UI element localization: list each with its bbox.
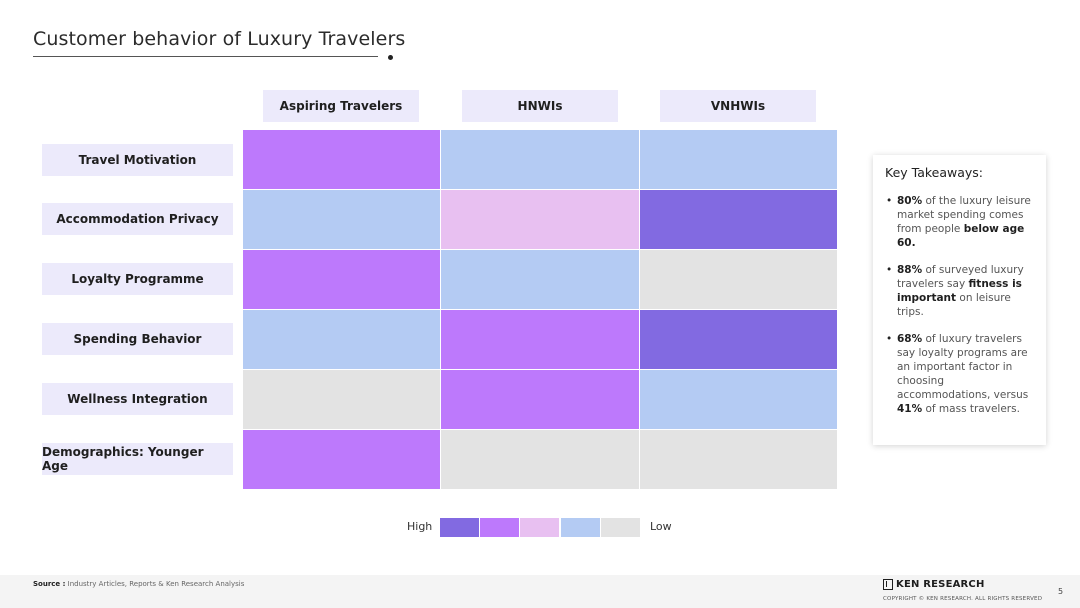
heatmap-cell (441, 310, 639, 369)
takeaway-highlight: fitness is important (897, 278, 1022, 304)
legend-swatch-level-2 (480, 518, 519, 537)
brand-name: KEN RESEARCH (896, 579, 985, 590)
takeaway-highlight: 88% (897, 264, 923, 276)
legend-swatch-level-4 (561, 518, 600, 537)
source-label: Source : (33, 580, 66, 588)
takeaway-item: 88% of surveyed luxury travelers say fit… (885, 263, 1034, 319)
heatmap-cell (640, 130, 837, 189)
takeaway-text: of luxury travelers say loyalty programs… (897, 333, 1029, 401)
heatmap-grid (243, 130, 837, 490)
takeaway-item: 80% of the luxury leisure market spendin… (885, 194, 1034, 250)
heatmap-cell (441, 190, 639, 249)
takeaway-highlight: below age 60. (897, 223, 1025, 249)
heatmap-cell (243, 310, 440, 369)
brand-logo: KEN RESEARCH (883, 579, 985, 590)
heatmap-cell (441, 250, 639, 309)
source-note: Source : Industry Articles, Reports & Ke… (33, 580, 244, 588)
takeaway-text: of mass travelers. (922, 403, 1020, 415)
row-label-spending-behavior: Spending Behavior (42, 323, 233, 355)
heatmap-cell (243, 370, 440, 429)
legend-swatch-level-1 (440, 518, 479, 537)
row-label-accommodation-privacy: Accommodation Privacy (42, 203, 233, 235)
heatmap-cell (243, 250, 440, 309)
legend-swatch-level-5 (601, 518, 640, 537)
heatmap-cell (243, 130, 440, 189)
row-label-loyalty-programme: Loyalty Programme (42, 263, 233, 295)
takeaway-highlight: 68% (897, 333, 923, 345)
page-title: Customer behavior of Luxury Travelers (33, 28, 406, 50)
heatmap-cell (640, 430, 837, 489)
takeaway-text: of surveyed luxury travelers say (897, 264, 1024, 290)
heatmap-cell (640, 370, 837, 429)
heatmap-cell (640, 250, 837, 309)
heatmap-cell (441, 430, 639, 489)
heatmap-cell (441, 130, 639, 189)
title-underline (33, 56, 378, 57)
takeaway-text: on leisure trips. (897, 292, 1011, 318)
takeaway-highlight: 41% (897, 403, 923, 415)
row-label-demographics-younger-age: Demographics: Younger Age (42, 443, 233, 475)
key-takeaways-list: 80% of the luxury leisure market spendin… (885, 194, 1034, 416)
heatmap-cell (640, 190, 837, 249)
column-header-hnwis: HNWIs (462, 90, 618, 122)
heatmap-cell (441, 370, 639, 429)
copyright-text: COPYRIGHT © KEN RESEARCH. ALL RIGHTS RES… (883, 596, 1043, 602)
heatmap-cell (243, 430, 440, 489)
column-header-aspiring-travelers: Aspiring Travelers (263, 90, 419, 122)
key-takeaways-panel: Key Takeaways: 80% of the luxury leisure… (873, 155, 1046, 445)
row-label-wellness-integration: Wellness Integration (42, 383, 233, 415)
source-text: Industry Articles, Reports & Ken Researc… (67, 580, 245, 588)
ken-research-logo-icon (883, 579, 893, 590)
heatmap-cell (243, 190, 440, 249)
heatmap-cell (640, 310, 837, 369)
takeaway-highlight: 80% (897, 195, 923, 207)
takeaway-text: of the luxury leisure market spending co… (897, 195, 1031, 235)
page-number: 5 (1058, 587, 1064, 596)
legend-swatch-level-3 (520, 518, 559, 537)
legend-low-label: Low (650, 520, 672, 533)
legend-high-label: High (407, 520, 433, 533)
takeaway-item: 68% of luxury travelers say loyalty prog… (885, 332, 1034, 416)
legend: High Low (0, 518, 1080, 538)
row-label-travel-motivation: Travel Motivation (42, 144, 233, 176)
column-header-vnhwis: VNHWIs (660, 90, 816, 122)
key-takeaways-heading: Key Takeaways: (885, 165, 984, 180)
title-dot (388, 55, 393, 60)
footer: Source : Industry Articles, Reports & Ke… (0, 575, 1080, 608)
